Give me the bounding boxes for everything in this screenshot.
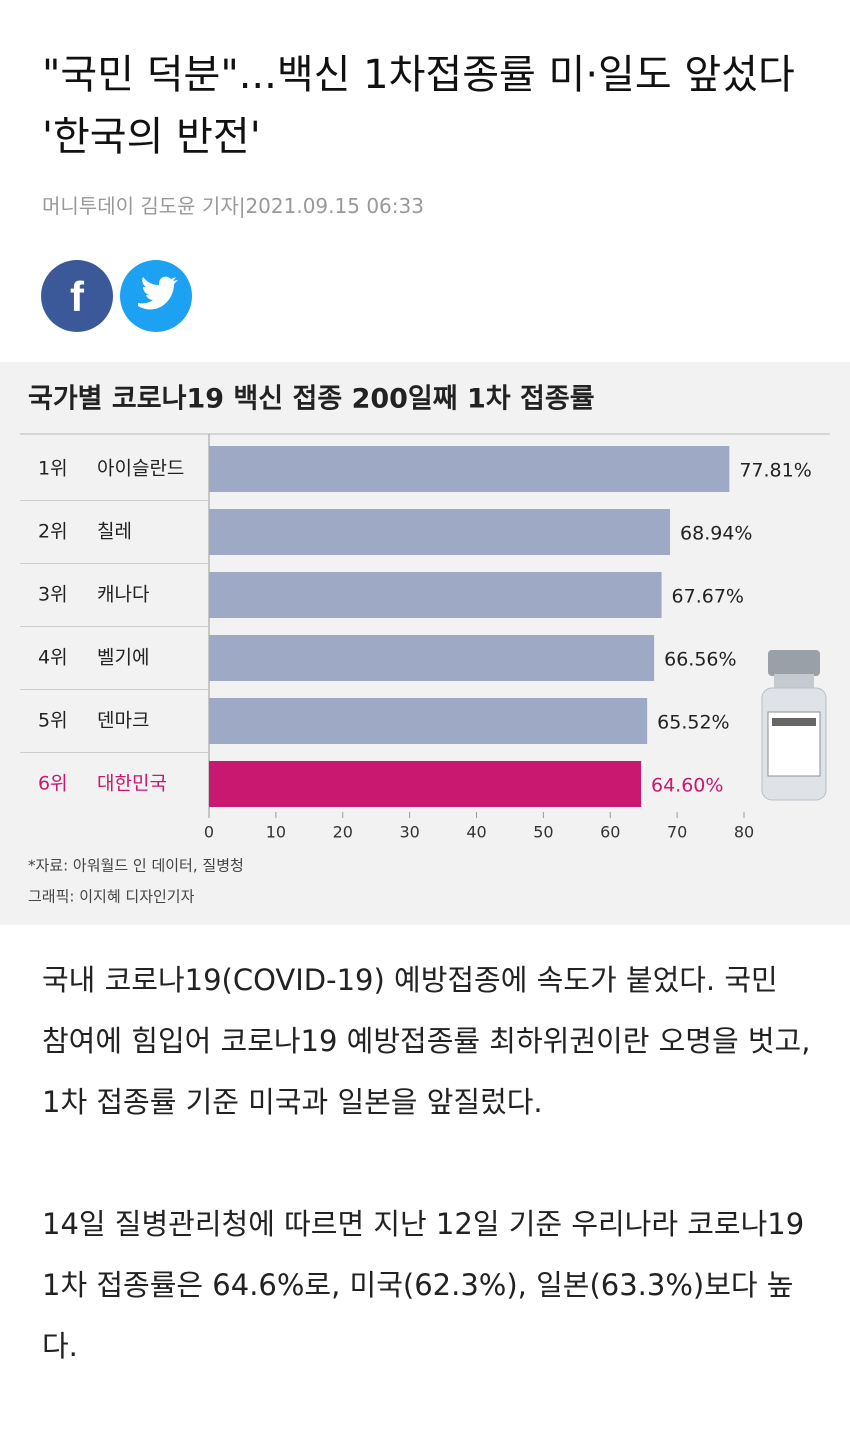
bar [209,509,671,555]
article-body: 국내 코로나19(COVID-19) 예방접종에 속도가 붙었다. 국민 참여에… [42,950,812,1438]
x-tick-label: 70 [667,823,687,842]
rank-label: 4위 [38,647,68,669]
facebook-share[interactable]: f [41,260,113,332]
svg-text:f: f [70,273,85,320]
source-note: *자료: 아워월드 인 데이터, 질병청 [28,857,244,875]
x-tick-label: 0 [204,823,214,842]
category-label: 아이슬란드 [97,458,184,480]
value-label: 64.60% [651,775,723,797]
category-label: 캐나다 [97,584,149,606]
facebook-icon: f [70,273,85,320]
rank-label: 1위 [38,458,68,480]
x-tick-label: 60 [600,823,620,842]
chart-panel: 국가별 코로나19 백신 접종 200일째 1차 접종률 0 10 20 30 40 50… [0,362,850,925]
bar [209,446,730,492]
rank-label: 3위 [38,584,68,606]
twitter-icon [138,276,178,310]
x-tick-label: 30 [399,823,419,842]
value-label: 66.56% [664,649,736,671]
value-label: 67.67% [672,586,744,608]
vaccine-vial [761,650,827,801]
category-label: 덴마크 [97,710,149,732]
chart: 국가별 코로나19 백신 접종 200일째 1차 접종률 0 10 20 30 40 50… [20,384,830,906]
x-tick-label: 40 [466,823,486,842]
paragraph: 국내 코로나19(COVID-19) 예방접종에 속도가 붙었다. 국민 참여에… [42,963,811,1119]
rank-label: 2위 [38,521,68,543]
source-note: 그래픽: 이지혜 디자인기자 [28,888,195,906]
bar [209,698,648,744]
twitter-share[interactable] [120,260,192,332]
bar [209,635,655,681]
bar [209,761,642,807]
bar [209,572,662,618]
value-label: 77.81% [739,460,811,482]
byline: 머니투데이 김도윤 기자|2021.09.15 06:33 [42,194,424,218]
page: article html, body { margin: 0; padding:… [0,52,850,1363]
x-tick-label: 10 [266,823,286,842]
paragraph: 14일 질병관리청에 따르면 지난 12일 기준 우리나라 코로나19 1차 접… [42,1207,805,1363]
category-label: 칠레 [97,521,132,543]
article-page: {"headline": "\"국민 덕분\"...백신 1차접종률 미·일도 … [0,52,850,1363]
category-label: 대한민국 [97,773,167,795]
x-tick-label: 20 [333,823,353,842]
x-tick-label: 50 [533,823,553,842]
category-label: 벨기에 [97,647,149,669]
headline: "국민 덕분"...백신 1차접종률 미·일도 앞섰다 '한국의 반전' [42,52,795,160]
rank-label: 5위 [38,710,68,732]
chart-title: 국가별 코로나19 백신 접종 200일째 1차 접종률 [28,384,595,415]
rank-label: 6위 [38,773,68,795]
x-tick-label: 80 [734,823,754,842]
value-label: 65.52% [657,712,729,734]
value-label: 68.94% [680,523,752,545]
